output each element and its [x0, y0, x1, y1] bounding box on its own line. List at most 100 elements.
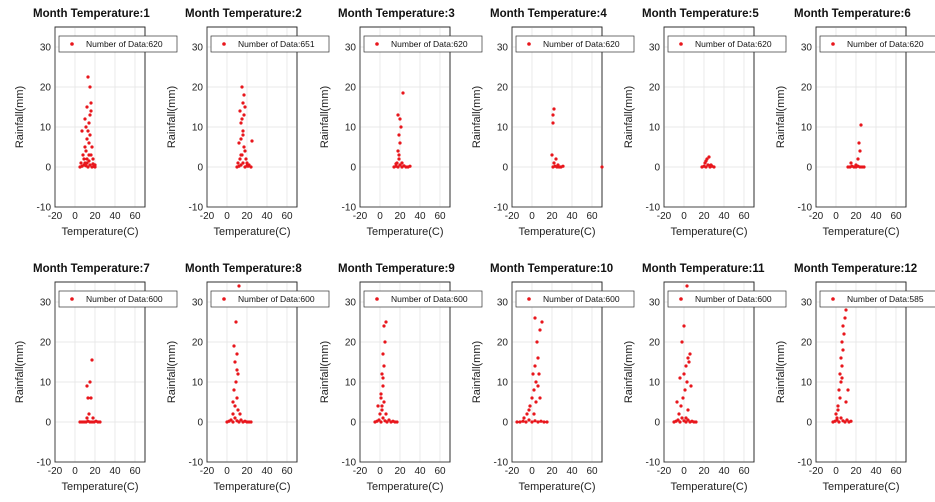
data-point: [242, 113, 246, 117]
plot-border: [359, 26, 451, 208]
y-tick-label: 10: [649, 378, 661, 389]
x-tick-label: 0: [377, 466, 383, 477]
data-point: [235, 396, 239, 400]
data-point: [387, 418, 391, 422]
legend-box: [667, 35, 787, 53]
data-point: [685, 284, 689, 288]
legend-marker: [375, 297, 379, 301]
data-point: [229, 418, 233, 422]
data-point: [84, 149, 88, 153]
x-tick-label: 0: [833, 211, 839, 222]
data-point: [86, 165, 90, 169]
subplot-12: -20 0 20 40 60 -10 0 10 20 30 Month Temperature:12…: [775, 263, 935, 493]
y-tick-label: 0: [197, 163, 203, 174]
data-point: [678, 420, 682, 424]
chart-title: Month Temperature:7: [33, 263, 150, 275]
legend-label: Number of Data:620: [543, 39, 620, 49]
x-axis-label: Temperature(C): [213, 226, 290, 238]
data-point: [240, 117, 244, 121]
y-tick-label: -10: [646, 458, 661, 469]
legend-box: [667, 290, 787, 308]
plot-area: [206, 26, 298, 208]
data-point: [243, 105, 247, 109]
legend-box: [515, 35, 635, 53]
subplot-9: -20 0 20 40 60 -10 0 10 20 30 Month Temperature:9 T…: [319, 263, 483, 493]
data-point: [80, 129, 84, 133]
plot-border: [54, 281, 146, 463]
data-point: [552, 161, 556, 165]
data-point: [534, 400, 538, 404]
data-point: [677, 412, 681, 416]
data-point: [87, 141, 91, 145]
y-tick-label: -10: [189, 203, 204, 214]
data-point: [704, 159, 708, 163]
data-point: [837, 420, 841, 424]
y-tick-label: 0: [502, 418, 508, 429]
y-tick-label: -10: [494, 458, 509, 469]
data-point: [239, 418, 243, 422]
data-point: [524, 420, 528, 424]
plot-area: [815, 281, 907, 463]
y-tick-label: -10: [798, 203, 813, 214]
data-point: [237, 284, 241, 288]
x-axis-label: Temperature(C): [366, 481, 443, 493]
x-tick-label: 40: [109, 466, 121, 477]
chart-title: Month Temperature:1: [33, 8, 150, 20]
data-point: [87, 121, 91, 125]
y-tick-label: 30: [497, 298, 509, 309]
chart-title: Month Temperature:10: [490, 263, 613, 275]
data-point: [840, 376, 844, 380]
data-point: [89, 109, 93, 113]
data-point: [532, 412, 536, 416]
plot-border: [663, 281, 755, 463]
legend-box: [819, 290, 935, 308]
legend-marker: [222, 297, 226, 301]
data-point: [839, 380, 843, 384]
data-point: [89, 101, 93, 105]
data-point: [382, 400, 386, 404]
x-tick-label: 0: [833, 466, 839, 477]
y-tick-label: 20: [40, 83, 52, 94]
legend-label: Number of Data:600: [543, 294, 620, 304]
data-point: [835, 416, 839, 420]
legend-label: Number of Data:620: [391, 39, 468, 49]
y-tick-label: -10: [37, 458, 52, 469]
y-tick-label: 20: [801, 338, 813, 349]
legend-marker: [679, 297, 683, 301]
data-point: [233, 416, 237, 420]
x-tick-label: -20: [657, 466, 672, 477]
x-tick-label: 40: [261, 211, 273, 222]
data-point: [234, 320, 238, 324]
y-axis-label: Rainfall(mm): [775, 341, 787, 403]
x-axis-label: Temperature(C): [822, 226, 899, 238]
data-point: [239, 163, 243, 167]
data-point: [397, 157, 401, 161]
y-tick-label: 20: [345, 83, 357, 94]
data-point: [844, 400, 848, 404]
legend-box: [58, 35, 178, 53]
data-point: [533, 316, 537, 320]
data-point: [834, 412, 838, 416]
data-point: [86, 396, 90, 400]
data-point: [396, 149, 400, 153]
legend-label: Number of Data:620: [847, 39, 924, 49]
y-tick-label: -10: [189, 458, 204, 469]
data-point: [682, 324, 686, 328]
data-point: [862, 165, 866, 169]
data-point: [381, 384, 385, 388]
data-point: [534, 380, 538, 384]
data-point: [91, 157, 95, 161]
subplot-2: -20 0 20 40 60 -10 0 10 20 30 Month Temperature:2 T…: [166, 8, 330, 238]
plot-area: [359, 26, 451, 208]
y-tick-label: 20: [345, 338, 357, 349]
data-point: [234, 380, 238, 384]
data-point: [561, 164, 565, 168]
data-point: [542, 420, 546, 424]
data-point: [236, 161, 240, 165]
data-point: [709, 163, 713, 167]
plot-area: [663, 26, 755, 208]
x-tick-label: -20: [353, 211, 368, 222]
data-point: [397, 153, 401, 157]
chart-title: Month Temperature:11: [642, 263, 765, 275]
plot-area: [815, 26, 907, 208]
